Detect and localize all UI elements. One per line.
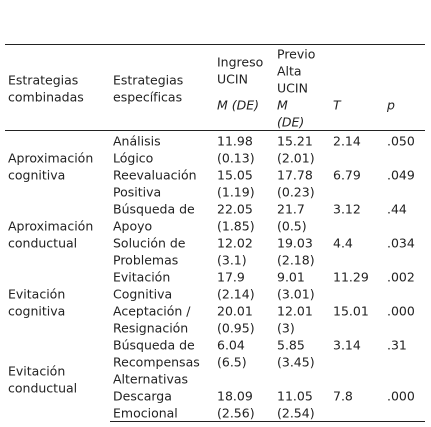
header-discharge-stat: M	[277, 97, 288, 113]
discharge-mean: 5.85	[277, 337, 305, 353]
admission-sd: (2.14)	[217, 286, 255, 302]
discharge-sd: (0.5)	[277, 218, 307, 234]
p-value: .049	[387, 167, 415, 183]
strategy: Emocional	[113, 405, 178, 421]
header-discharge: Alta	[277, 63, 302, 79]
t-value: 15.01	[333, 303, 369, 319]
p-value: .002	[387, 269, 415, 285]
header-specific: Estrategias	[113, 72, 184, 88]
t-value: 7.8	[333, 388, 353, 404]
strategy: Lógico	[113, 150, 154, 166]
strategy: Aceptación /	[113, 303, 191, 319]
admission-sd: (2.56)	[217, 405, 255, 421]
header-combined: combinadas	[8, 89, 84, 105]
header-discharge-stat: (DE)	[277, 114, 305, 130]
header-specific: específicas	[113, 89, 183, 105]
admission-mean: 12.02	[217, 235, 253, 251]
group-label: conductual	[8, 380, 78, 395]
t-value: 6.79	[333, 167, 361, 183]
group-label: Aproximación	[8, 218, 94, 234]
discharge-sd: (2.01)	[277, 150, 315, 166]
t-value: 2.14	[333, 133, 361, 149]
top-rule	[5, 44, 425, 45]
t-value: 3.14	[333, 337, 361, 353]
p-value: .034	[387, 235, 415, 251]
discharge-mean: 12.01	[277, 303, 313, 319]
strategy: Problemas	[113, 252, 179, 268]
admission-sd: (3.1)	[217, 252, 247, 268]
t-value: 3.12	[333, 201, 361, 217]
strategy: Positiva	[113, 184, 162, 200]
header-discharge: UCIN	[277, 80, 308, 96]
strategy: Solución de	[113, 235, 186, 251]
strategy: Cognitiva	[113, 286, 173, 302]
discharge-mean: 21.7	[277, 201, 305, 217]
strategy: Alternativas	[113, 371, 189, 387]
discharge-sd: (2.18)	[277, 252, 315, 268]
header-combined: Estrategias	[8, 72, 79, 88]
group-label: cognitiva	[8, 167, 66, 183]
strategy: Apoyo	[113, 218, 153, 234]
group-label: Evitación	[8, 363, 66, 378]
admission-mean: 18.09	[217, 388, 253, 404]
admission-sd: (0.13)	[217, 150, 255, 166]
strategy: Reevaluación	[113, 167, 197, 183]
p-value: .050	[387, 133, 415, 149]
admission-mean: 17.9	[217, 269, 245, 285]
p-value: .44	[387, 201, 407, 217]
discharge-mean: 9.01	[277, 269, 305, 285]
admission-sd: (0.95)	[217, 320, 255, 336]
discharge-mean: 19.03	[277, 235, 313, 251]
admission-mean: 6.04	[217, 337, 245, 353]
p-value: .31	[387, 337, 407, 353]
t-value: 11.29	[333, 269, 369, 285]
admission-sd: (6.5)	[217, 354, 247, 370]
strategy: Recompensas	[113, 354, 200, 370]
admission-sd: (1.19)	[217, 184, 255, 200]
group-label: conductual	[8, 235, 78, 251]
strategy: Análisis	[113, 133, 161, 149]
discharge-sd: (3)	[277, 320, 295, 336]
admission-sd: (1.85)	[217, 218, 255, 234]
discharge-mean: 15.21	[277, 133, 313, 149]
admission-mean: 20.01	[217, 303, 253, 319]
p-value: .000	[387, 303, 415, 319]
discharge-mean: 17.78	[277, 167, 313, 183]
header-rule	[5, 130, 425, 131]
header-admission: Ingreso	[217, 54, 264, 70]
strategy: Resignación	[113, 320, 189, 336]
strategy: Búsqueda de	[113, 201, 195, 217]
admission-mean: 15.05	[217, 167, 253, 183]
discharge-mean: 11.05	[277, 388, 313, 404]
strategy: Evitación	[113, 269, 171, 285]
admission-mean: 22.05	[217, 201, 253, 217]
p-value: .000	[387, 388, 415, 404]
header-p: p	[387, 97, 395, 113]
header-t: T	[333, 97, 341, 113]
header-discharge: Previo	[277, 46, 316, 62]
discharge-sd: (2.54)	[277, 405, 315, 421]
discharge-sd: (3.01)	[277, 286, 315, 302]
group-label: Evitación	[8, 286, 66, 302]
t-value: 4.4	[333, 235, 353, 251]
bottom-rule	[110, 421, 425, 422]
admission-mean: 11.98	[217, 133, 253, 149]
header-admission: UCIN	[217, 71, 248, 87]
discharge-sd: (3.45)	[277, 354, 315, 370]
strategy: Búsqueda de	[113, 337, 195, 353]
group-label: cognitiva	[8, 303, 66, 319]
strategy: Descarga	[113, 388, 172, 404]
group-label: Aproximación	[8, 150, 94, 166]
discharge-sd: (0.23)	[277, 184, 315, 200]
header-admission-stat: M (DE)	[217, 97, 260, 113]
